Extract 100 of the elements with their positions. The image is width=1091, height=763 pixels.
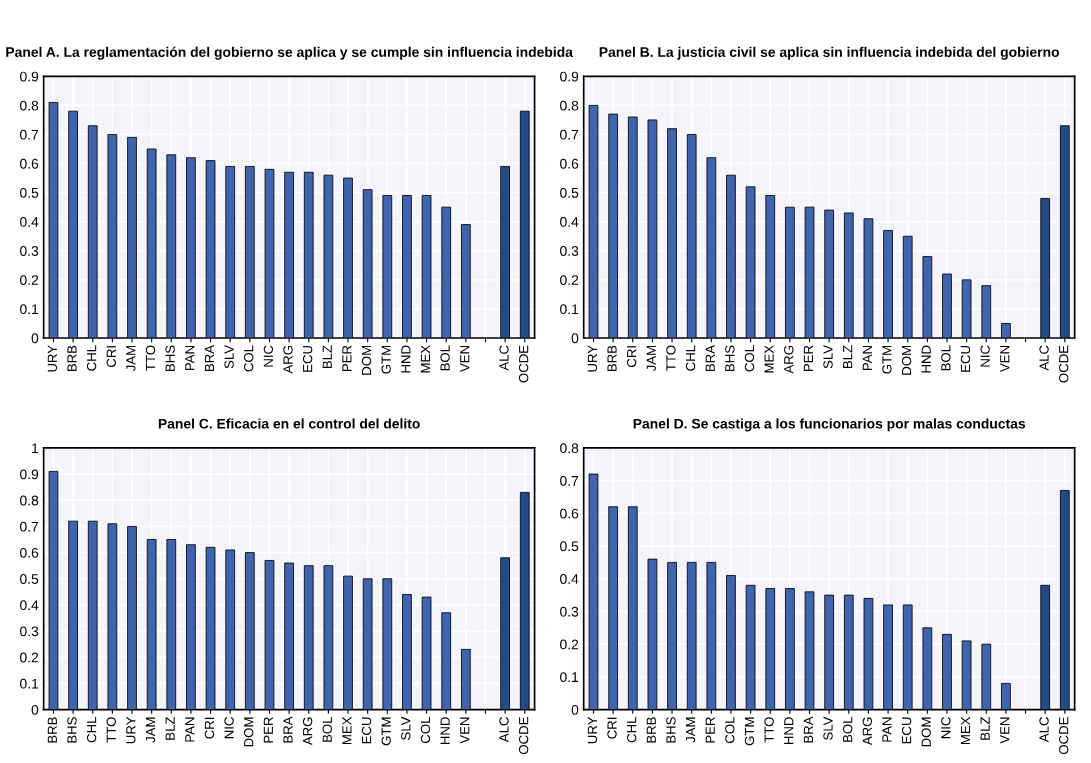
y-tick-label: 0.8 <box>20 100 39 111</box>
x-tick-label: MEX <box>342 716 352 745</box>
y-tick-label: 0.1 <box>20 678 39 689</box>
x-tick-label: ALC <box>499 345 509 371</box>
y-tick-label: 0.5 <box>20 187 39 198</box>
bar <box>186 544 196 710</box>
x-tick-label: COL <box>420 716 431 743</box>
bar <box>706 561 717 710</box>
x-tick-label: ARG <box>784 345 794 374</box>
x-tick-label: BRB <box>607 345 617 371</box>
y-tick-label: 0.3 <box>560 246 579 256</box>
x-tick-label: TTO <box>106 717 116 743</box>
x-tick-label: PER <box>705 717 715 743</box>
y-tick-label: 0.2 <box>560 639 579 650</box>
x-tick-label: ECU <box>361 717 372 744</box>
y-tick-label: 0.2 <box>560 275 579 286</box>
x-tick-label: BRA <box>204 344 214 371</box>
x-tick-label: COL <box>725 716 735 743</box>
x-tick-label: DOM <box>244 717 254 747</box>
x-tick-label: BHS <box>725 345 735 371</box>
x-tick-label: URY <box>47 345 57 372</box>
bar <box>323 565 334 710</box>
y-tick-label: 0.9 <box>20 469 39 480</box>
x-tick-label: BRA <box>803 716 813 743</box>
x-tick-label: CHL <box>86 345 97 371</box>
bar <box>48 471 59 710</box>
x-tick-label: PER <box>342 345 352 371</box>
x-tick-label: HND <box>921 345 931 373</box>
x-tick-label: CHL <box>86 716 97 743</box>
x-tick-label: ARG <box>862 717 872 746</box>
bar <box>519 491 530 710</box>
bar <box>245 552 255 710</box>
x-tick-label: OCDE <box>1059 717 1069 755</box>
y-tick-label: 0.5 <box>20 574 39 584</box>
bar <box>382 578 393 710</box>
x-tick-label: BHS <box>165 345 175 371</box>
bar <box>264 560 275 710</box>
x-tick-label: BRA <box>705 344 715 371</box>
x-tick-label: NIC <box>980 345 990 367</box>
chart-title: Panel A. La reglamentación del gobierno se aplica y se cumple sin influencia indebida <box>6 46 573 60</box>
bar <box>500 557 510 710</box>
bar <box>667 561 677 710</box>
y-tick-label: 0.4 <box>20 217 39 227</box>
bar <box>343 575 353 710</box>
x-tick-label: OCDE <box>1059 345 1069 383</box>
x-tick-label: COL <box>244 345 254 372</box>
bar <box>942 633 952 710</box>
y-tick-label: 0.7 <box>560 129 579 140</box>
x-tick-label: ECU <box>960 345 971 372</box>
x-tick-label: GTM <box>882 346 892 374</box>
x-tick-label: DOM <box>921 717 931 747</box>
y-tick-label: 0 <box>571 704 579 715</box>
bar <box>127 525 137 710</box>
x-tick-label: BLZ <box>980 716 990 740</box>
x-tick-label: VEN <box>1000 346 1010 373</box>
x-tick-label: URY <box>587 716 598 744</box>
x-tick-label: OCDE <box>518 345 529 383</box>
x-tick-label: PER <box>263 717 273 743</box>
x-tick-label: DOM <box>901 346 912 375</box>
x-tick-label: BRB <box>646 717 656 743</box>
y-tick-label: 0.3 <box>20 246 39 256</box>
x-tick-label: CHL <box>685 345 696 371</box>
x-tick-label: SLV <box>823 344 833 369</box>
y-tick-label: 0.8 <box>20 495 39 506</box>
y-tick-label: 0.2 <box>20 652 39 663</box>
y-tick-label: 0.6 <box>560 158 579 169</box>
bar <box>1040 584 1051 710</box>
y-tick-label: 0.4 <box>20 600 39 611</box>
bar <box>68 520 78 710</box>
x-tick-label: TTO <box>145 345 156 371</box>
x-tick-label: NIC <box>263 345 274 367</box>
y-tick-label: 0.4 <box>560 217 579 227</box>
y-tick-label: 0.8 <box>560 100 579 111</box>
x-tick-label: BRA <box>283 716 293 743</box>
bar <box>402 594 412 710</box>
y-tick-label: 0.8 <box>560 443 579 454</box>
x-tick-label: URY <box>126 716 136 744</box>
bar <box>284 562 294 710</box>
x-tick-label: GTM <box>381 346 391 374</box>
bar <box>1001 683 1011 710</box>
bar <box>824 594 834 710</box>
x-tick-label: BOL <box>843 716 853 742</box>
bar <box>785 588 795 710</box>
x-tick-label: CRI <box>607 717 617 739</box>
bar <box>441 612 452 710</box>
x-tick-label: MEX <box>420 345 430 373</box>
bar <box>225 549 236 710</box>
y-tick-label: 0.1 <box>560 304 579 315</box>
y-tick-label: 0.6 <box>560 508 579 519</box>
x-tick-label: JAM <box>686 717 696 743</box>
x-tick-label: ARG <box>283 345 293 374</box>
chart-title: Panel D. Se castiga a los funcionarios por malas conductas <box>633 418 1026 432</box>
x-tick-label: TTO <box>764 717 774 743</box>
y-tick-label: 0.7 <box>560 475 579 486</box>
x-tick-label: BHS <box>67 717 77 743</box>
x-tick-label: SLV <box>224 344 234 369</box>
x-tick-label: ARG <box>302 717 313 746</box>
bar <box>107 523 118 710</box>
y-tick-label: 1 <box>32 443 39 453</box>
x-tick-label: VEN <box>1000 717 1010 744</box>
